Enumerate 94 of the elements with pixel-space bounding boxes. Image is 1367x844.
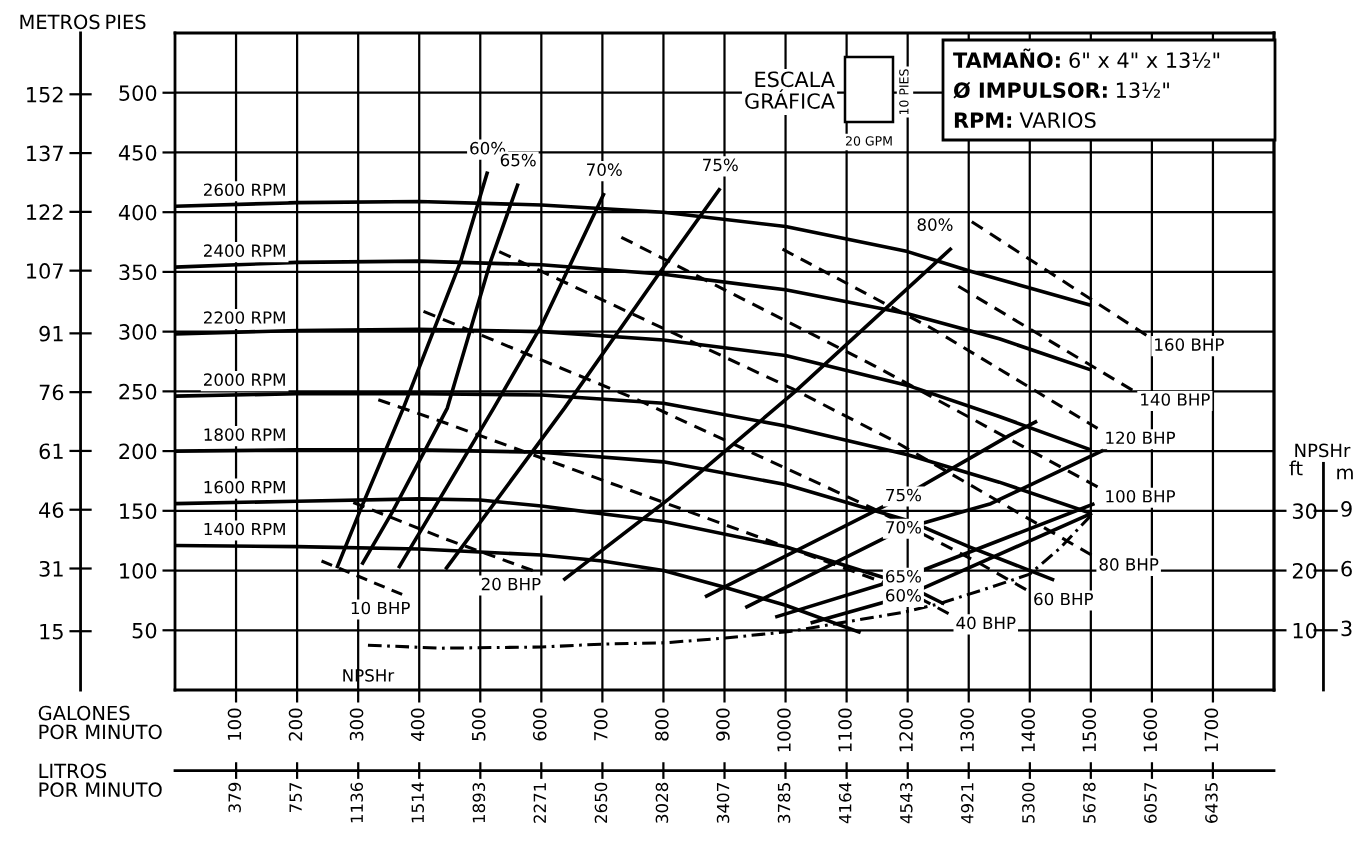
x2-tick-label: 1136: [350, 782, 364, 823]
y3-tick-label: 31: [39, 560, 63, 577]
y3-tick-label: 76: [39, 384, 64, 401]
x2-tick-label: 379: [228, 782, 241, 813]
x-tick-label: 300: [349, 708, 364, 741]
text: 6: [1341, 560, 1352, 577]
y3-tick-label: 152: [27, 86, 63, 103]
x-tick-label: 1700: [1204, 708, 1219, 752]
y-tick-label: 350: [119, 264, 157, 281]
series-label: 1600 RPM: [204, 480, 285, 494]
x2-tick-label: 2650: [594, 782, 608, 823]
y-tick-label: 450: [118, 144, 157, 161]
x-tick-label: 600: [532, 708, 547, 741]
series-label: 2000 RPM: [204, 373, 285, 386]
y3-tick-label: 122: [27, 204, 63, 220]
x2-tick-label: 4921: [960, 783, 974, 824]
x-tick-label: 1200: [899, 708, 913, 752]
series-label: 2600 RPM: [204, 183, 285, 197]
y2-tick-label: 20: [1292, 563, 1317, 579]
x2-tick-label: 3785: [777, 783, 791, 823]
x-tick-label: 900: [716, 708, 730, 741]
series-label: 140 BHP: [1141, 393, 1210, 406]
x2-tick-label: 4543: [899, 783, 913, 824]
x-tick-label: 700: [593, 708, 608, 741]
text: m: [1337, 468, 1353, 480]
series-label: 80 BHP: [1099, 558, 1159, 571]
series-label: 40 BHP: [956, 616, 1016, 630]
series-label: 1800 RPM: [204, 428, 285, 441]
series-label: 10 BHP: [351, 601, 410, 615]
annotation: 10 PIES: [899, 69, 909, 115]
y2-tick-label: 30: [1292, 503, 1317, 520]
series-label: 160 BHP: [1155, 338, 1224, 351]
legend-label: 65%: [500, 153, 536, 167]
text: 9: [1341, 501, 1352, 517]
x-tick-label: 500: [471, 708, 486, 741]
x-tick-label: 1500: [1082, 708, 1097, 752]
y-tick-label: 200: [119, 443, 157, 460]
x-tick-label: 800: [655, 708, 669, 741]
annotation: ESCALA GRÁFICA: [745, 71, 835, 109]
y3-axis-title: METROS: [20, 14, 100, 30]
x2-tick-label: 3028: [655, 782, 669, 823]
text: 60%: [470, 141, 506, 155]
y-tick-label: 500: [119, 85, 157, 101]
y-tick-label: 50: [132, 622, 157, 639]
series-label: 60 BHP: [1034, 592, 1094, 606]
y3-tick-label: 46: [39, 502, 64, 518]
x2-tick-label: 5300: [1022, 782, 1035, 823]
x2-tick-label: 6057: [1144, 783, 1157, 823]
annotation: TAMAÑO: 6" x 4" x 13½": [953, 48, 1220, 69]
series-label: 2200 RPM: [204, 311, 285, 324]
x-tick-label: 1100: [838, 708, 852, 752]
annotation: Ø IMPULSOR: 13½": [953, 81, 1169, 99]
x2-tick-label: 3407: [716, 783, 730, 823]
x2-tick-label: 757: [289, 783, 302, 813]
text: NPSHr: [1295, 443, 1351, 458]
x2-tick-label: 4164: [838, 782, 852, 824]
x-axis-title: GALONES POR MINUTO: [38, 705, 162, 740]
y-tick-label: 400: [118, 204, 157, 221]
x2-tick-label: 1893: [472, 783, 486, 823]
series-label: 1400 RPM: [204, 522, 285, 536]
x-tick-label: 200: [288, 708, 303, 741]
y3-tick-label: 91: [39, 325, 63, 342]
x-tick-label: 400: [410, 708, 425, 741]
y-tick-label: 150: [120, 503, 157, 520]
text: 75%: [703, 158, 738, 172]
series-label: 80%: [917, 218, 953, 231]
series-label: 120 BHP: [1106, 431, 1176, 445]
x2-axis-title: LITROS POR MINUTO: [39, 763, 162, 798]
y3-tick-label: 15: [40, 623, 63, 640]
text: 3: [1341, 620, 1352, 637]
y3-tick-label: 107: [27, 263, 63, 279]
series-label: 2400 RPM: [204, 244, 285, 257]
x2-tick-label: 6435: [1205, 783, 1218, 823]
y-tick-label: 300: [119, 324, 157, 340]
annotation: RPM: VARIOS: [954, 112, 1096, 129]
text: 70%: [587, 163, 622, 176]
x-tick-label: 1400: [1021, 708, 1036, 752]
x2-tick-label: 2271: [533, 783, 546, 823]
series-label: 100 BHP: [1106, 490, 1176, 503]
y-tick-label: 100: [120, 563, 157, 579]
y3-tick-label: 61: [39, 443, 63, 460]
annotation: 20 GPM: [845, 136, 892, 146]
y-axis-title: PIES: [106, 14, 146, 30]
series-label: 20 BHP: [481, 577, 541, 591]
y2-axis-title: ft: [1289, 460, 1303, 476]
y3-tick-label: 137: [27, 145, 63, 162]
x-tick-label: 1600: [1143, 708, 1158, 752]
y2-tick-label: 10: [1293, 622, 1317, 639]
x2-tick-label: 5678: [1083, 782, 1096, 823]
y-tick-label: 250: [119, 383, 157, 400]
x-tick-label: 1000: [777, 708, 791, 752]
x2-tick-label: 1514: [411, 782, 425, 823]
x-tick-label: 1300: [960, 708, 974, 752]
x-tick-label: 100: [227, 708, 242, 740]
